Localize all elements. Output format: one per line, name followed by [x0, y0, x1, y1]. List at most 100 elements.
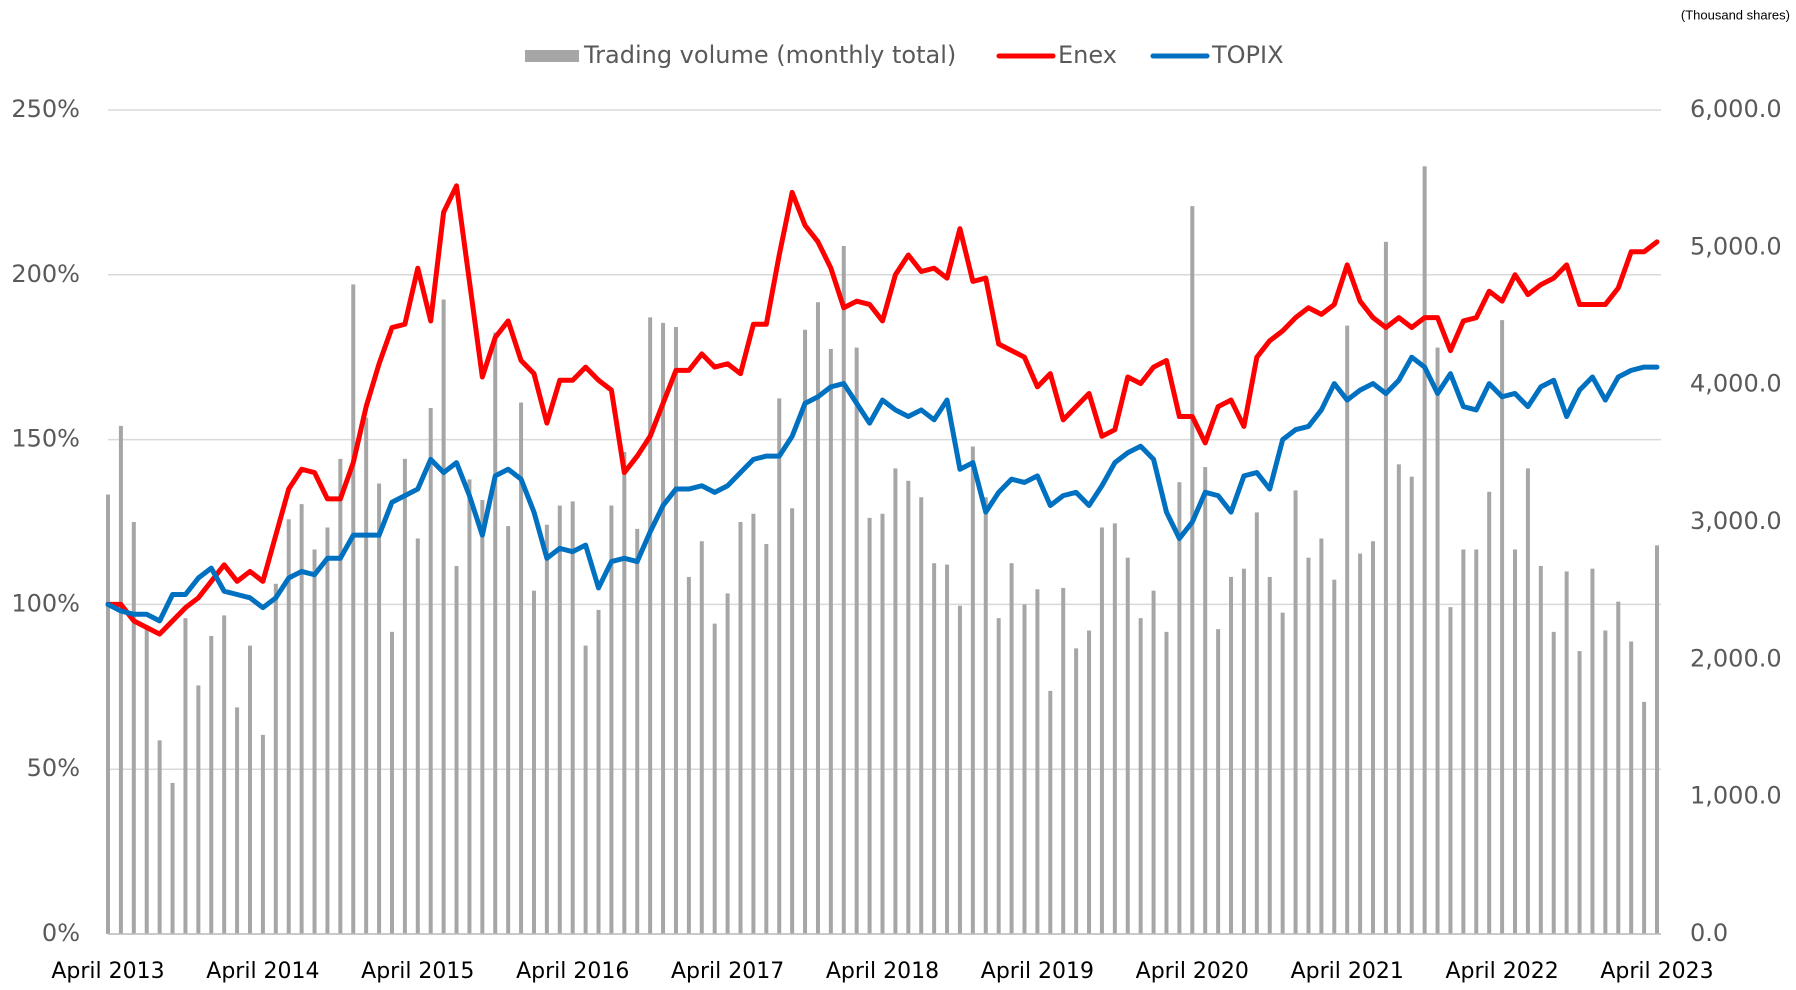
bar — [389, 631, 394, 934]
bar — [893, 468, 898, 934]
bar — [983, 497, 988, 934]
bar — [1474, 549, 1479, 934]
bar — [725, 593, 730, 934]
y2-tick-label: 2,000.0 — [1690, 644, 1782, 672]
bar — [1074, 648, 1079, 934]
bar — [531, 590, 536, 934]
bar — [945, 564, 950, 934]
bar — [841, 245, 846, 934]
bar — [1371, 541, 1376, 934]
bar — [1629, 641, 1634, 934]
y-tick-label: 0% — [42, 919, 80, 947]
bar — [312, 549, 317, 934]
x-tick-label: April 2019 — [981, 959, 1094, 984]
bar — [1319, 538, 1324, 934]
bar — [144, 627, 149, 934]
bar — [1577, 651, 1582, 934]
y2-tick-label: 6,000.0 — [1690, 95, 1782, 123]
bar — [1448, 607, 1453, 934]
bar — [1513, 549, 1518, 934]
bar — [286, 519, 291, 934]
bar — [1358, 553, 1363, 934]
bar — [441, 299, 446, 934]
x-tick-label: April 2014 — [206, 959, 319, 984]
bar — [106, 494, 110, 934]
bar — [493, 332, 498, 935]
bar — [803, 329, 808, 934]
x-tick-label: April 2023 — [1600, 959, 1713, 984]
bar — [1525, 468, 1530, 934]
bar — [751, 513, 756, 934]
unit-note: (Thousand shares) — [1681, 7, 1790, 22]
bar — [1655, 545, 1659, 934]
bar — [932, 563, 937, 934]
bar — [1538, 565, 1543, 934]
bar — [364, 417, 369, 934]
bar — [1551, 631, 1556, 934]
bar — [919, 497, 924, 934]
bar — [1293, 490, 1298, 934]
y-tick-label: 200% — [11, 260, 80, 288]
bar — [596, 609, 601, 934]
bar — [970, 446, 975, 934]
bar — [1616, 601, 1621, 934]
bar — [454, 565, 459, 934]
bar — [1138, 618, 1143, 934]
bar — [622, 451, 627, 934]
bar — [1087, 630, 1092, 934]
y2-tick-label: 4,000.0 — [1690, 370, 1782, 398]
bar — [467, 479, 472, 934]
bar — [170, 782, 175, 934]
bar — [1048, 690, 1053, 934]
bar — [402, 458, 407, 934]
y-tick-label: 250% — [11, 95, 80, 123]
bar — [260, 734, 265, 934]
bar — [1099, 527, 1104, 934]
x-tick-label: April 2017 — [671, 959, 784, 984]
bar — [1190, 206, 1195, 935]
y2-tick-label: 5,000.0 — [1690, 232, 1782, 260]
bar — [635, 528, 640, 934]
line — [105, 354, 1660, 624]
bar — [1409, 476, 1414, 934]
legend-label: Trading volume (monthly total) — [583, 41, 956, 69]
bar — [1396, 464, 1401, 934]
bar — [673, 326, 678, 934]
bar — [544, 524, 549, 934]
bar — [1112, 523, 1117, 934]
bar — [1061, 587, 1066, 934]
bar — [1035, 589, 1040, 934]
bar — [712, 623, 717, 934]
x-tick-label: April 2022 — [1445, 959, 1558, 984]
bar — [222, 615, 227, 934]
bar — [1603, 630, 1608, 934]
bar — [325, 527, 330, 934]
y-tick-label: 150% — [11, 425, 80, 453]
bar — [1177, 482, 1182, 934]
bar — [880, 513, 885, 934]
x-tick-label: April 2021 — [1291, 959, 1404, 984]
x-tick-label: April 2016 — [516, 959, 629, 984]
bar — [777, 398, 782, 934]
bar — [1254, 512, 1259, 934]
x-tick-label: April 2018 — [826, 959, 939, 984]
bar — [1564, 571, 1569, 934]
legend-swatch — [525, 50, 579, 62]
bar — [1306, 557, 1311, 934]
bar — [906, 480, 911, 934]
bar — [1590, 568, 1595, 934]
bar — [1280, 612, 1285, 934]
bar — [131, 522, 136, 934]
bar — [1383, 241, 1388, 935]
bar — [415, 538, 420, 934]
bar — [648, 317, 653, 935]
bar — [957, 605, 962, 934]
bar — [557, 505, 562, 934]
x-tick-label: April 2015 — [361, 959, 474, 984]
legend-label: TOPIX — [1211, 41, 1284, 69]
bar — [1216, 629, 1221, 934]
bar — [699, 541, 704, 934]
bar — [828, 348, 833, 935]
y-tick-label: 50% — [27, 754, 80, 782]
